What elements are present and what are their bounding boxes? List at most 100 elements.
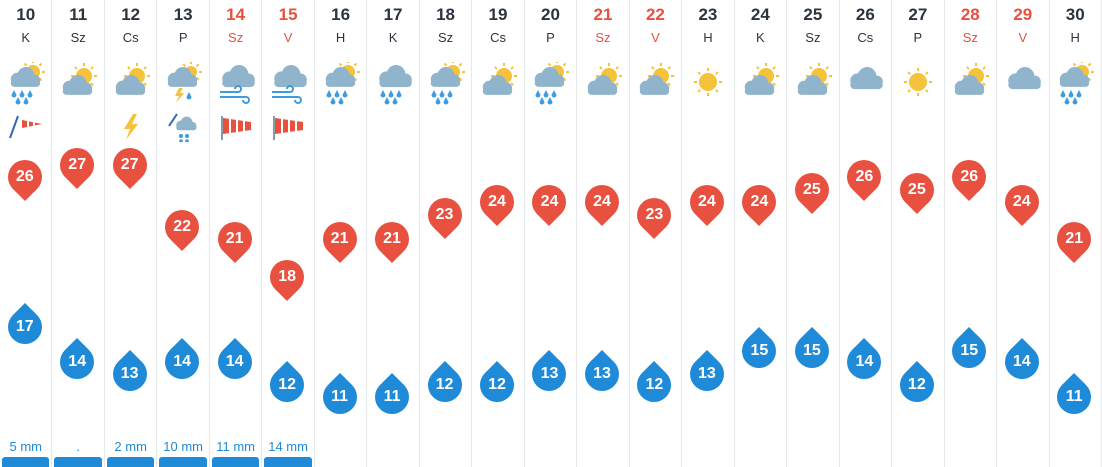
day-number: 18 (436, 5, 455, 24)
day-column[interactable]: 23 H 24 13 (682, 0, 735, 467)
max-temp-pin: 24 (682, 178, 731, 227)
day-number: 17 (383, 5, 403, 24)
min-temp-drop: 12 (630, 361, 679, 410)
min-temp-value: 14 (855, 353, 874, 371)
partly-cloudy-icon (109, 62, 153, 107)
day-column[interactable]: 22 V 23 12 (630, 0, 683, 467)
day-column[interactable]: 27 P 25 12 (892, 0, 945, 467)
max-temp-pin: 26 (840, 153, 889, 202)
day-column[interactable]: 25 Sz 25 15 (787, 0, 840, 467)
precipitation-amount: 2 mm (114, 439, 147, 454)
max-temp-pin: 24 (472, 178, 522, 227)
min-temp-value: 15 (802, 341, 821, 359)
weekday-abbr: Sz (70, 30, 86, 45)
max-temp-pin: 23 (630, 190, 679, 239)
day-column[interactable]: 19 Cs 24 12 (472, 0, 525, 467)
day-column[interactable]: 12 Cs 27 13 2 mm (105, 0, 158, 467)
weekday-abbr: K (388, 30, 398, 45)
cloud-rain-icon (371, 62, 415, 111)
weekday-abbr: P (546, 30, 555, 45)
partly-cloudy-icon (476, 62, 520, 107)
weekday-abbr: V (283, 30, 293, 45)
min-temp-drop: 14 (997, 338, 1046, 387)
weekday-abbr: H (1070, 30, 1080, 45)
day-number: 20 (541, 5, 560, 24)
min-temp-value: 15 (960, 341, 979, 359)
day-column[interactable]: 16 H 21 11 (315, 0, 368, 467)
max-temp-pin: 21 (210, 215, 259, 264)
max-temp-pin: 25 (787, 165, 836, 214)
day-column[interactable]: 14 Sz 21 14 11 mm (210, 0, 263, 467)
day-column[interactable]: 26 Cs 26 14 (840, 0, 893, 467)
day-column[interactable]: 17 K 21 11 (367, 0, 420, 467)
min-temp-value: 17 (15, 318, 34, 336)
hail-icon (163, 112, 203, 147)
partly-cloudy-icon (791, 62, 835, 107)
max-temp-value: 23 (435, 205, 454, 223)
weekday-abbr: P (913, 30, 923, 45)
precipitation-bar (264, 457, 312, 467)
day-number: 26 (855, 5, 875, 24)
day-column[interactable]: 18 Sz 23 12 (420, 0, 473, 467)
day-column[interactable]: 24 K 24 15 (735, 0, 788, 467)
day-number: 15 (278, 5, 298, 24)
weekday-abbr: Cs (122, 30, 139, 45)
precipitation-amount: 11 mm (216, 439, 255, 454)
day-column[interactable]: 20 P 24 13 (525, 0, 578, 467)
max-temp-value: 18 (278, 267, 296, 285)
day-column[interactable]: 15 V 18 12 14 mm (262, 0, 315, 467)
day-column[interactable]: 30 H 21 11 (1050, 0, 1102, 467)
max-temp-pin: 22 (158, 202, 207, 252)
min-temp-drop: 14 (210, 338, 259, 387)
weekday-abbr: H (335, 30, 346, 45)
day-number: 12 (121, 5, 141, 24)
max-temp-value: 24 (593, 193, 611, 211)
precipitation-bar (159, 457, 207, 467)
min-temp-drop: 17 (0, 303, 49, 352)
min-temp-drop: 13 (105, 349, 154, 398)
weekday-abbr: V (1018, 30, 1028, 45)
max-temp-pin: 24 (997, 178, 1046, 227)
min-temp-drop: 12 (472, 361, 522, 410)
min-temp-drop: 15 (787, 326, 836, 375)
day-number: 21 (593, 5, 613, 24)
min-temp-value: 12 (278, 376, 296, 394)
max-temp-pin: 18 (263, 252, 312, 301)
min-temp-drop: 15 (945, 326, 994, 375)
max-temp-value: 25 (907, 180, 926, 198)
day-column[interactable]: 11 Sz 27 14. (52, 0, 105, 467)
day-column[interactable]: 13 P 22 14 10 mm (157, 0, 210, 467)
max-temp-pin: 26 (0, 153, 49, 202)
day-number: 14 (226, 5, 246, 24)
max-temp-value: 21 (1065, 230, 1084, 248)
precipitation-bar (54, 457, 102, 467)
max-temp-pin: 24 (735, 178, 784, 227)
day-column[interactable]: 28 Sz 26 15 (945, 0, 998, 467)
min-temp-value: 12 (645, 376, 664, 394)
precipitation-amount: 10 mm (163, 439, 204, 454)
precipitation-bar (211, 457, 260, 467)
max-temp-value: 27 (68, 156, 87, 173)
min-temp-value: 13 (593, 364, 611, 382)
weekday-abbr: H (703, 30, 713, 45)
sun-icon (686, 62, 730, 107)
day-column[interactable]: 29 V 24 14 (997, 0, 1050, 467)
min-temp-drop: 11 (315, 372, 364, 422)
max-temp-pin: 21 (1050, 215, 1099, 264)
min-temp-drop: 15 (735, 326, 784, 375)
day-number: 23 (698, 5, 718, 24)
min-temp-value: 11 (383, 388, 401, 405)
max-temp-value: 21 (225, 230, 244, 248)
windsock-icon (216, 112, 256, 147)
min-temp-value: 11 (331, 388, 349, 405)
max-temp-pin: 21 (368, 215, 417, 264)
weekday-abbr: Sz (805, 30, 821, 45)
sun-icon (896, 62, 940, 107)
max-temp-value: 27 (120, 156, 139, 173)
day-column[interactable]: 10 K 26 17 5 mm (0, 0, 53, 467)
precipitation-amount: 5 mm (9, 439, 42, 454)
day-column[interactable]: 21 Sz 24 13 (577, 0, 630, 467)
weekday-abbr: Sz (595, 30, 611, 45)
max-temp-value: 24 (698, 193, 716, 211)
wind-gust-icon (6, 112, 46, 147)
